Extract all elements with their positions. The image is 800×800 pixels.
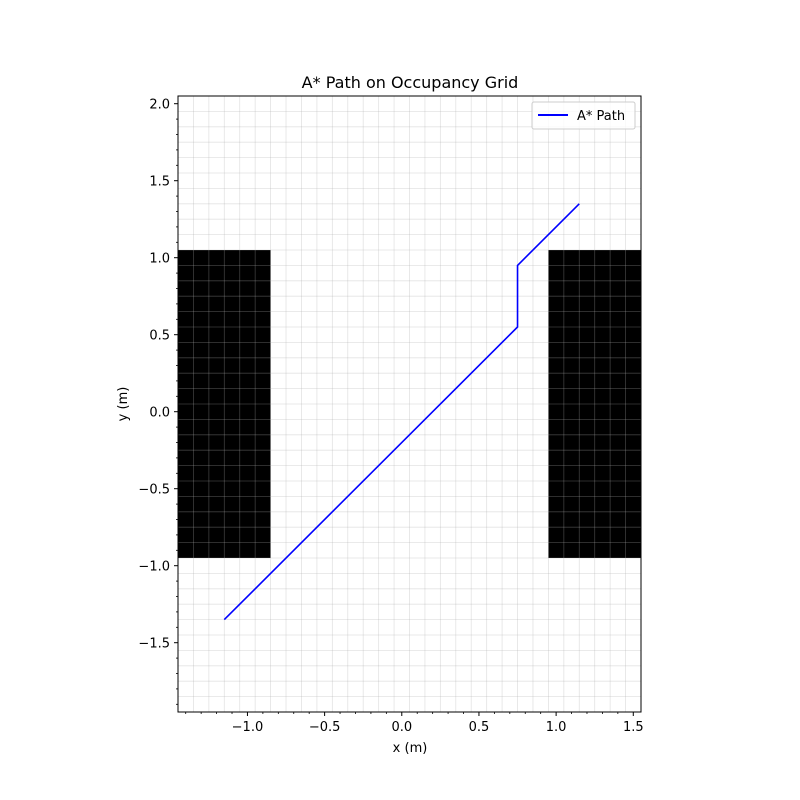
obstacle-layer: [178, 250, 641, 558]
legend-label: A* Path: [577, 109, 625, 124]
x-tick-label: 0.5: [469, 720, 490, 735]
y-axis: −1.5 −1.0 −0.5 0.0 0.5 1.0 1.5 2.0: [138, 98, 178, 705]
obstacle-1: [548, 250, 641, 558]
x-tick-label: 1.0: [546, 720, 567, 735]
x-axis: −1.0 −0.5 0.0 0.5 1.0 1.5: [185, 712, 644, 735]
series-layer: [223, 203, 580, 621]
x-tick-label: −0.5: [309, 720, 341, 735]
x-axis-label: x (m): [393, 741, 428, 756]
legend: A* Path: [531, 101, 636, 130]
y-tick-label: −1.5: [138, 637, 170, 652]
y-tick-label: −0.5: [138, 483, 170, 498]
obstacle-0: [178, 250, 271, 558]
plot-area: [177, 95, 642, 713]
y-tick-label: −1.0: [138, 560, 170, 575]
y-tick-label: 0.0: [149, 406, 170, 421]
y-tick-label: 2.0: [149, 98, 170, 113]
x-tick-label: 1.5: [623, 720, 644, 735]
y-tick-label: 1.5: [149, 175, 170, 190]
legend-box: [531, 101, 636, 130]
x-tick-label: 0.0: [391, 720, 412, 735]
plot-frame: [177, 95, 642, 713]
grid-layer: [177, 95, 642, 713]
chart-title: A* Path on Occupancy Grid: [302, 73, 519, 92]
series-line-0: [223, 203, 580, 621]
y-tick-label: 0.5: [149, 329, 170, 344]
y-axis-label: y (m): [116, 387, 131, 422]
x-tick-label: −1.0: [232, 720, 264, 735]
y-tick-label: 1.0: [149, 252, 170, 267]
